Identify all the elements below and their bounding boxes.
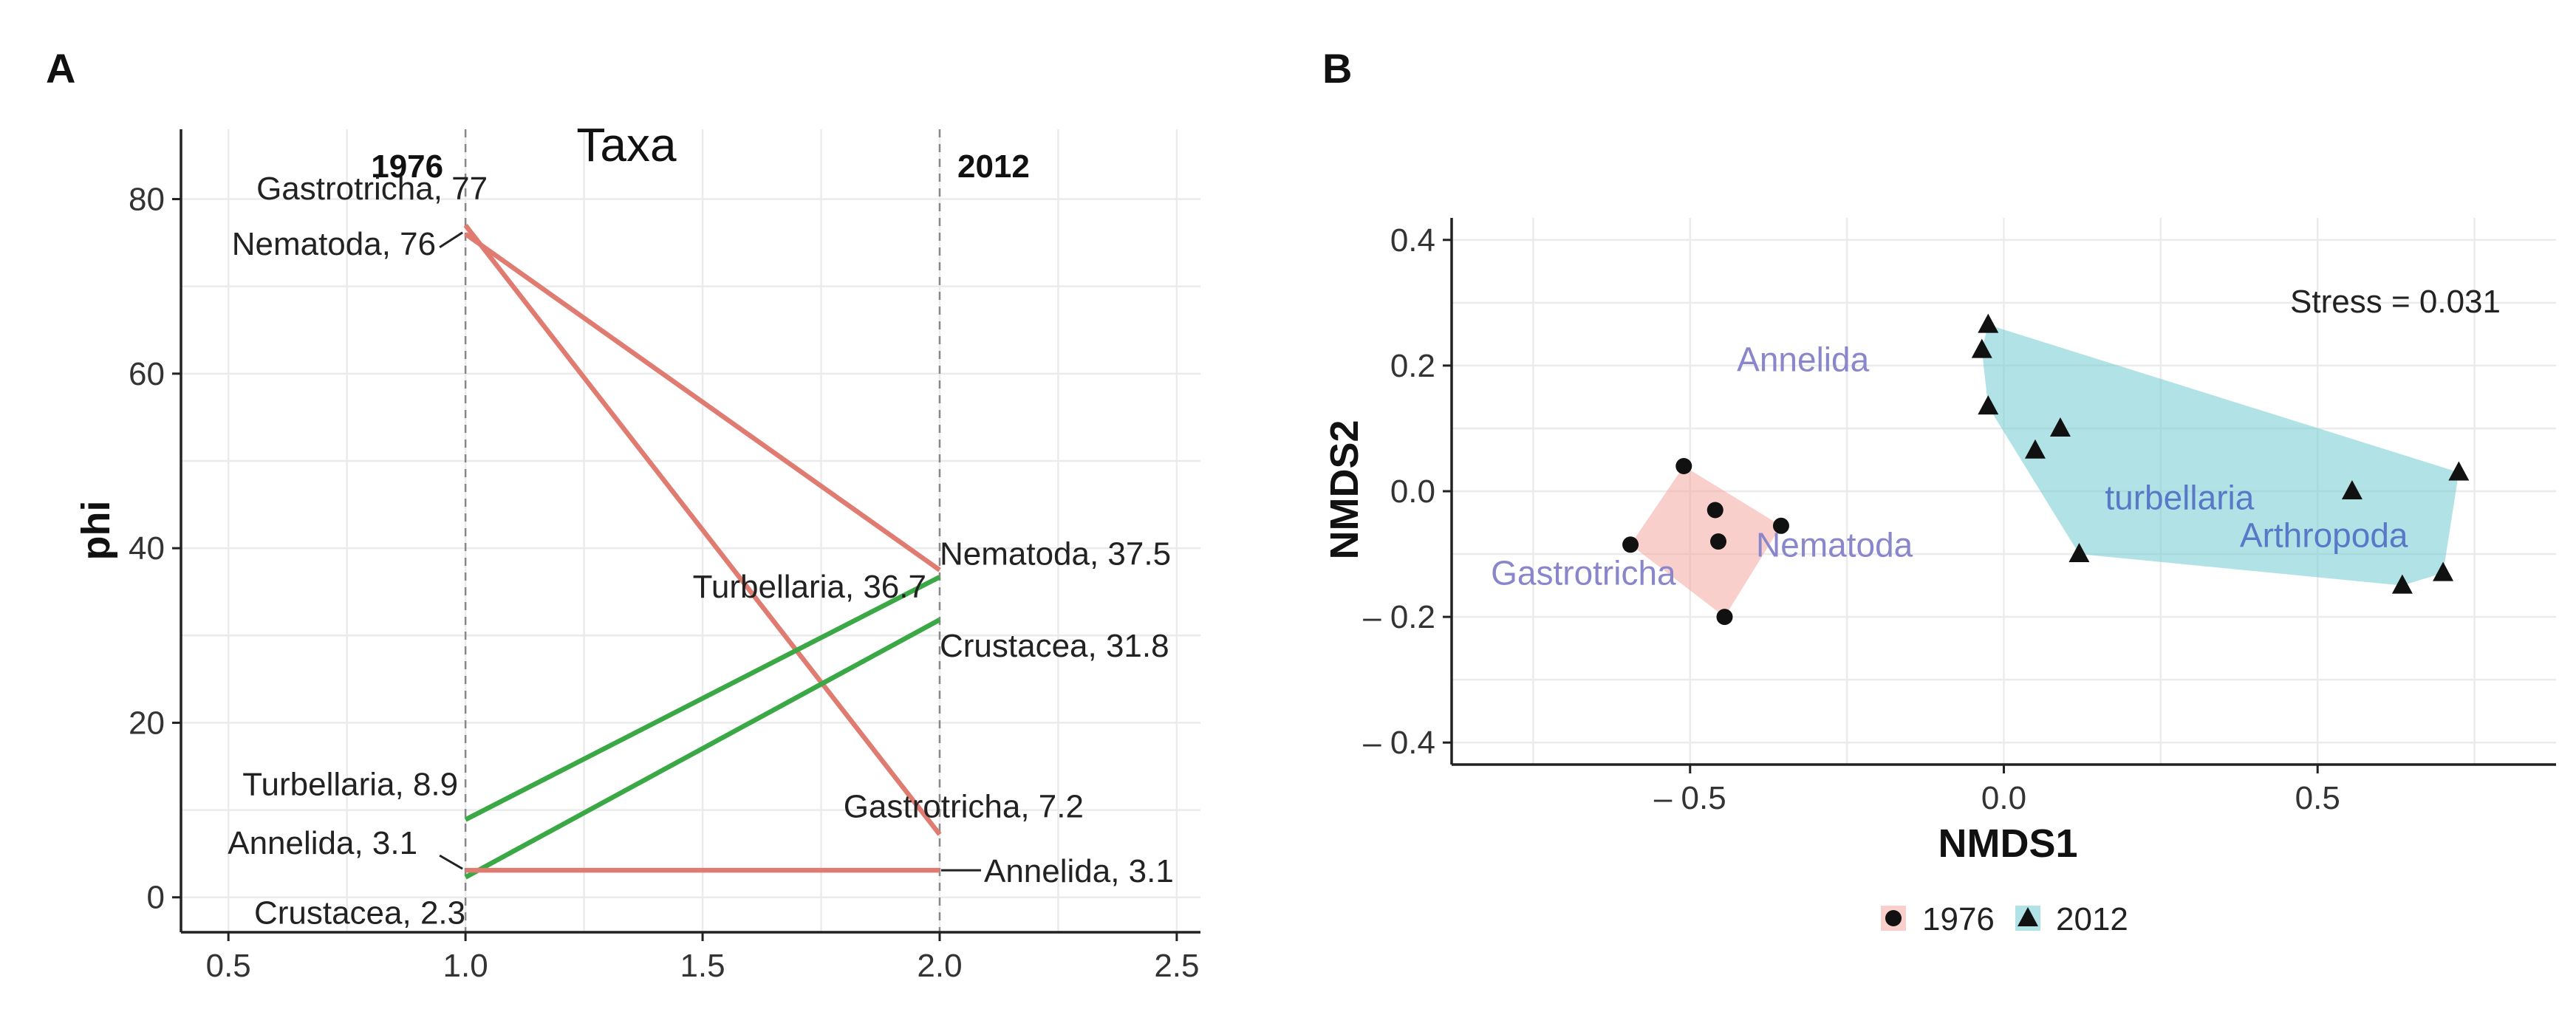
panel-a-axes: 0 20 40 60 80 0.5 1.0 1.5 2.0 2.5 [129, 129, 1200, 984]
species-label-turbellaria: turbellaria [2105, 479, 2254, 517]
x-tick-label: 1.0 [443, 948, 488, 984]
series-line-turbellaria [464, 575, 941, 822]
hull-1976 [1630, 465, 1781, 618]
x-tick-label: 0.5 [206, 948, 251, 984]
y-tick-label: 80 [129, 182, 165, 218]
panel-a-series [463, 223, 942, 880]
panel-b-y-axis-title: NMDS2 [1322, 420, 1367, 559]
panel-a-point-labels: 1976 2012 Gastrotricha, 77 Gastrotricha, 7.… [228, 148, 1174, 931]
y-tick-label: – 0.2 [1363, 599, 1435, 635]
hull-2012 [1981, 324, 2459, 586]
label-start-crustacea: Crustacea, 2.3 [254, 895, 465, 931]
panel-a-year-guides [464, 129, 941, 932]
point-2012 [1978, 395, 1999, 415]
label-end-nematoda: Nematoda, 37.5 [940, 536, 1171, 572]
panel-b-legend: 1976 2012 [1881, 901, 2128, 937]
y-tick-label: 40 [129, 530, 165, 567]
species-label-gastrotricha: Gastrotricha [1491, 554, 1676, 592]
panel-b-stress-label: Stress = 0.031 [2290, 284, 2501, 320]
legend-marker-2012 [2018, 907, 2038, 926]
point-2012 [2049, 417, 2071, 437]
point-1976 [1716, 609, 1733, 626]
y-tick-label: – 0.4 [1363, 725, 1435, 761]
point-2012 [1978, 313, 1999, 333]
point-2012 [2024, 439, 2046, 459]
leader-start-nematoda [439, 231, 463, 249]
y-tick-label: 20 [129, 705, 165, 741]
y-tick-label: 0 [147, 880, 165, 916]
point-2012 [2068, 543, 2090, 563]
panel-b-species-labels: Annelida Nematoda Gastrotricha turbellariaA… [1491, 340, 2408, 592]
series-line-crustacea [464, 618, 941, 880]
panel-b-points [1622, 313, 2470, 626]
point-1976 [1706, 502, 1723, 519]
point-1976 [1622, 536, 1639, 553]
series-line-nematoda [464, 232, 941, 572]
panel-b-hulls [1630, 324, 2459, 618]
point-1976 [1710, 533, 1727, 550]
point-2012 [2433, 561, 2454, 581]
point-2012 [2448, 461, 2470, 481]
panel-b-x-axis-title: NMDS1 [1938, 821, 2077, 866]
x-tick-label: 2.5 [1154, 948, 1199, 984]
x-tick-label: 2.0 [917, 948, 962, 984]
legend-label-1976: 1976 [1922, 901, 1995, 937]
species-label-annelida: Annelida [1737, 340, 1869, 378]
y-tick-label: 60 [129, 356, 165, 392]
label-start-nematoda: Nematoda, 76 [232, 226, 436, 262]
x-tick-label: 0.5 [2295, 780, 2340, 816]
label-end-crustacea: Crustacea, 31.8 [940, 628, 1169, 664]
point-1976 [1772, 517, 1789, 534]
point-2012 [2341, 480, 2363, 499]
y-tick-label: 0.4 [1390, 222, 1435, 259]
panel-a-leader-lines [439, 231, 981, 872]
point-2012 [2391, 574, 2413, 594]
label-start-turbellaria: Turbellaria, 8.9 [242, 767, 458, 803]
label-end-turbellaria: Turbellaria, 36.7 [693, 569, 926, 605]
label-end-annelida: Annelida, 3.1 [984, 853, 1174, 889]
label-start-annelida: Annelida, 3.1 [228, 825, 417, 861]
point-2012 [1971, 338, 1992, 358]
species-label-arthropoda: Arthropoda [2240, 516, 2408, 555]
panel-a-y-axis-title: phi [74, 501, 118, 561]
panel-label-a: A [46, 45, 75, 92]
panel-a-gridlines [181, 129, 1200, 932]
point-1976 [1675, 457, 1692, 474]
series-line-gastrotricha [463, 223, 942, 836]
panel-label-b: B [1322, 45, 1352, 92]
leader-start-annelida [439, 854, 463, 870]
label-start-gastrotricha: Gastrotricha, 77 [256, 171, 488, 207]
label-end-gastrotricha: Gastrotricha, 7.2 [844, 789, 1084, 825]
x-tick-label: 1.5 [680, 948, 725, 984]
legend-label-2012: 2012 [2056, 901, 2128, 937]
panel-b-axes: 0.4 0.2 0.0 – 0.2 – 0.4 – 0.5 0.0 0.5 [1363, 218, 2556, 816]
x-tick-label: – 0.5 [1654, 780, 1726, 816]
year-label-2012: 2012 [957, 148, 1030, 185]
panel-a-title: Taxa [576, 118, 677, 171]
panel-b-chart: Annelida Nematoda Gastrotricha turbellariaA… [1322, 218, 2556, 937]
year-label-1976: 1976 [371, 148, 443, 185]
species-label-nematoda: Nematoda [1756, 525, 1913, 564]
x-tick-label: 0.0 [1981, 780, 2026, 816]
y-tick-label: 0.2 [1390, 348, 1435, 384]
panel-a-chart: 1976 2012 Gastrotricha, 77 Gastrotricha, 7.… [74, 118, 1200, 984]
y-tick-label: 0.0 [1390, 474, 1435, 510]
legend-marker-1976 [1885, 910, 1902, 926]
